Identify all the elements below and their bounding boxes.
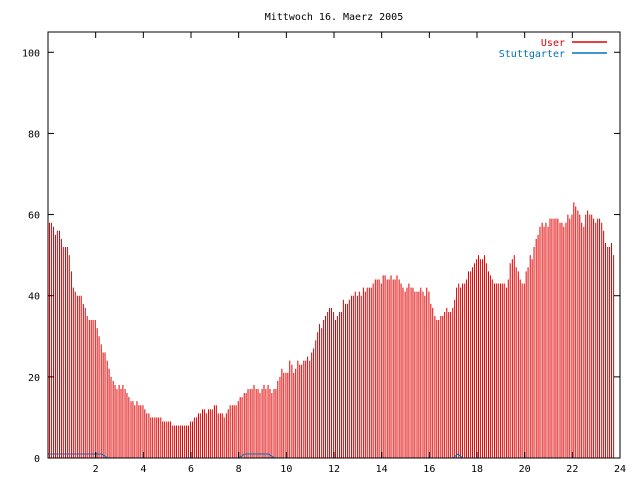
user-bars — [49, 202, 615, 458]
y-tick-label-100: 100 — [22, 48, 40, 59]
legend-label-stuttgarter: Stuttgarter — [499, 49, 565, 60]
x-tick-label-18: 18 — [471, 464, 483, 475]
x-tick-label-20: 20 — [519, 464, 531, 475]
y-tick-label-80: 80 — [28, 129, 40, 140]
x-tick-label-22: 22 — [566, 464, 578, 475]
y-tick-label-20: 20 — [28, 373, 40, 384]
legend: User Stuttgarter — [499, 38, 607, 60]
x-tick-label-8: 8 — [236, 464, 242, 475]
x-tick-label-24: 24 — [614, 464, 626, 475]
x-tick-label-14: 14 — [376, 464, 388, 475]
chart-title: Mittwoch 16. Maerz 2005 — [265, 12, 403, 23]
x-axis: 2 4 6 8 10 12 14 16 18 20 22 24 — [93, 32, 626, 475]
x-tick-label-10: 10 — [280, 464, 292, 475]
y-axis: 0 20 40 60 80 100 — [22, 48, 620, 465]
x-tick-label-12: 12 — [328, 464, 340, 475]
x-tick-label-2: 2 — [93, 464, 99, 475]
legend-label-user: User — [541, 38, 565, 49]
x-tick-label-16: 16 — [423, 464, 435, 475]
x-tick-label-6: 6 — [188, 464, 194, 475]
x-tick-label-4: 4 — [140, 464, 146, 475]
y-tick-label-40: 40 — [28, 292, 40, 303]
y-tick-label-60: 60 — [28, 211, 40, 222]
y-tick-label-0: 0 — [34, 454, 40, 465]
